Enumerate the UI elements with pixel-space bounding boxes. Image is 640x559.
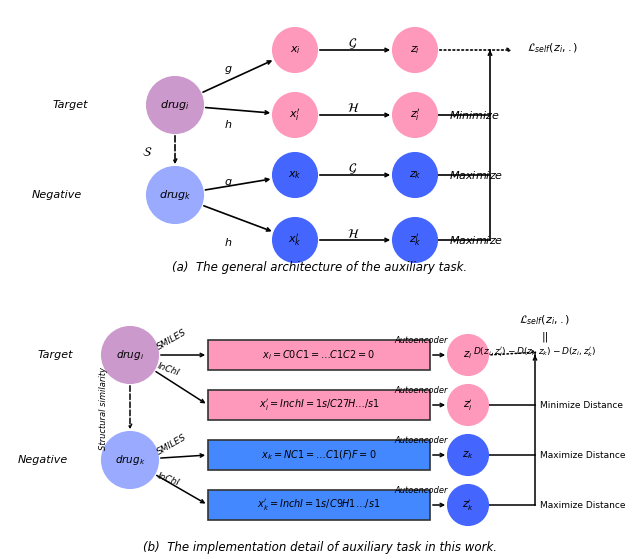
Text: $\mathcal{G}$: $\mathcal{G}$: [348, 162, 358, 176]
Text: SMILES: SMILES: [156, 433, 188, 457]
Text: $\mathcal{G}$: $\mathcal{G}$: [348, 37, 358, 51]
Text: $z_i$: $z_i$: [463, 349, 473, 361]
Text: (a)  The general architecture of the auxiliary task.: (a) The general architecture of the auxi…: [172, 262, 468, 274]
Text: Structural similarity: Structural similarity: [99, 367, 109, 449]
Text: $x_k'$: $x_k'$: [288, 232, 302, 248]
Text: $drug_i$: $drug_i$: [160, 98, 190, 112]
Text: $\mathcal{H}$: $\mathcal{H}$: [347, 228, 359, 240]
Text: $z_k$: $z_k$: [462, 449, 474, 461]
Circle shape: [102, 327, 158, 383]
Text: Maximize Distance: Maximize Distance: [540, 500, 625, 509]
Circle shape: [448, 335, 488, 375]
Text: $h$: $h$: [224, 118, 232, 130]
Circle shape: [393, 218, 437, 262]
Text: $x_k' = InchI = 1s/C9H1\ldots/s1$: $x_k' = InchI = 1s/C9H1\ldots/s1$: [257, 498, 381, 513]
Text: $drug_k$: $drug_k$: [115, 453, 145, 467]
Circle shape: [393, 153, 437, 197]
Text: $z_i$: $z_i$: [410, 44, 420, 56]
Circle shape: [448, 435, 488, 475]
Text: $Maximize$: $Maximize$: [449, 169, 503, 181]
Text: $drug_k$: $drug_k$: [159, 188, 191, 202]
Text: Maximize Distance: Maximize Distance: [540, 451, 625, 459]
Circle shape: [448, 485, 488, 525]
Text: $drug_i$: $drug_i$: [116, 348, 144, 362]
Text: Target: Target: [52, 100, 88, 110]
Text: $x_i' = InchI = 1s/C27H\ldots/s1$: $x_i' = InchI = 1s/C27H\ldots/s1$: [259, 397, 380, 413]
Text: InChI: InChI: [156, 362, 180, 378]
Text: Negative: Negative: [18, 455, 68, 465]
Text: Target: Target: [37, 350, 73, 360]
Text: $g$: $g$: [223, 177, 232, 189]
Text: $x_k$: $x_k$: [288, 169, 302, 181]
Text: Autoencoder: Autoencoder: [394, 436, 448, 445]
Text: (b)  The implementation detail of auxiliary task in this work.: (b) The implementation detail of auxilia…: [143, 542, 497, 555]
Circle shape: [273, 218, 317, 262]
Text: $\mathcal{S}$: $\mathcal{S}$: [142, 145, 152, 159]
Text: $Minimize$: $Minimize$: [449, 109, 500, 121]
Text: $x_i = C0C1 = \ldots C1C2 = 0$: $x_i = C0C1 = \ldots C1C2 = 0$: [262, 348, 376, 362]
FancyBboxPatch shape: [208, 440, 430, 470]
Text: ||: ||: [541, 331, 548, 342]
Text: $z_k$: $z_k$: [409, 169, 421, 181]
FancyBboxPatch shape: [208, 340, 430, 370]
FancyBboxPatch shape: [208, 490, 430, 520]
Text: Autoencoder: Autoencoder: [394, 336, 448, 345]
FancyBboxPatch shape: [208, 390, 430, 420]
Text: InChI: InChI: [156, 472, 180, 488]
Text: $h$: $h$: [224, 236, 232, 248]
Text: $Maximize$: $Maximize$: [449, 234, 503, 246]
Text: $x_k = NC1 = \ldots C1(F)F = 0$: $x_k = NC1 = \ldots C1(F)F = 0$: [261, 448, 377, 462]
Text: $z_i'$: $z_i'$: [410, 107, 420, 123]
Text: Negative: Negative: [32, 190, 82, 200]
Text: $\mathcal{H}$: $\mathcal{H}$: [347, 102, 359, 116]
Circle shape: [147, 77, 203, 133]
Circle shape: [273, 93, 317, 137]
Text: $z_i'$: $z_i'$: [463, 397, 473, 413]
Text: $\mathcal{L}_{self}(z_i, .)$: $\mathcal{L}_{self}(z_i, .)$: [527, 41, 579, 55]
Circle shape: [273, 153, 317, 197]
Circle shape: [147, 167, 203, 223]
Text: $z_k'$: $z_k'$: [409, 232, 421, 248]
Text: Autoencoder: Autoencoder: [394, 486, 448, 495]
Circle shape: [273, 28, 317, 72]
Text: $g$: $g$: [223, 64, 232, 76]
Text: $\mathcal{L}_{self}(z_i, .)$: $\mathcal{L}_{self}(z_i, .)$: [519, 313, 571, 327]
Circle shape: [102, 432, 158, 488]
Text: $z_k'$: $z_k'$: [462, 498, 474, 513]
Circle shape: [393, 93, 437, 137]
Text: $D(z_i, z_i') - D(z_i, z_k) - D(z_i, z_k')$: $D(z_i, z_i') - D(z_i, z_k) - D(z_i, z_k…: [473, 345, 596, 359]
Text: $x_i'$: $x_i'$: [289, 107, 301, 123]
Text: $x_i$: $x_i$: [289, 44, 301, 56]
Circle shape: [393, 28, 437, 72]
Text: Autoencoder: Autoencoder: [394, 386, 448, 395]
Circle shape: [448, 385, 488, 425]
Text: Minimize Distance: Minimize Distance: [540, 400, 623, 410]
Text: SMILES: SMILES: [156, 328, 188, 352]
